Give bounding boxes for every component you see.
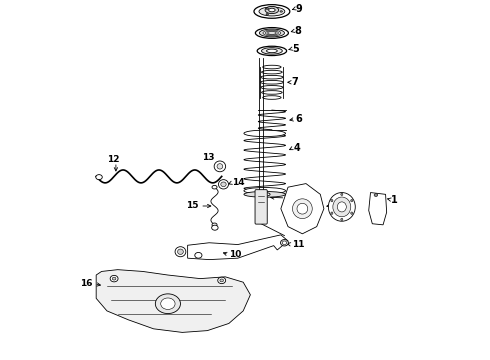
Ellipse shape [244, 130, 286, 136]
Ellipse shape [328, 193, 355, 221]
Ellipse shape [333, 197, 351, 217]
Ellipse shape [221, 182, 226, 186]
Ellipse shape [96, 175, 102, 180]
Ellipse shape [374, 194, 378, 197]
Ellipse shape [262, 48, 282, 54]
Ellipse shape [219, 180, 228, 189]
Ellipse shape [351, 212, 353, 215]
Ellipse shape [266, 8, 269, 9]
Ellipse shape [175, 247, 186, 257]
Ellipse shape [261, 86, 283, 89]
Ellipse shape [351, 199, 353, 202]
Ellipse shape [269, 8, 275, 12]
Ellipse shape [261, 75, 283, 79]
Text: 9: 9 [295, 4, 302, 14]
Ellipse shape [112, 277, 116, 280]
Ellipse shape [266, 14, 269, 15]
Ellipse shape [267, 49, 277, 53]
Text: 13: 13 [202, 153, 215, 162]
Text: 2: 2 [333, 200, 340, 210]
Ellipse shape [177, 249, 183, 255]
Text: 6: 6 [295, 114, 302, 124]
Ellipse shape [262, 91, 282, 94]
Text: 5: 5 [292, 190, 298, 200]
Text: 11: 11 [292, 240, 304, 249]
Ellipse shape [265, 6, 279, 14]
Ellipse shape [214, 161, 225, 172]
Ellipse shape [212, 225, 218, 230]
Ellipse shape [244, 188, 286, 194]
Ellipse shape [341, 193, 343, 195]
Text: 15: 15 [186, 202, 198, 211]
Ellipse shape [297, 203, 308, 214]
Text: 3: 3 [286, 193, 292, 203]
Ellipse shape [161, 298, 175, 310]
Ellipse shape [337, 202, 346, 212]
Text: 16: 16 [80, 279, 93, 288]
Ellipse shape [259, 193, 270, 196]
Ellipse shape [282, 241, 287, 244]
Polygon shape [188, 235, 288, 260]
Polygon shape [368, 193, 387, 225]
Ellipse shape [331, 199, 333, 202]
Text: 7: 7 [292, 77, 298, 87]
Ellipse shape [212, 223, 217, 226]
Text: 4: 4 [294, 143, 300, 153]
Ellipse shape [257, 46, 287, 55]
Ellipse shape [263, 65, 281, 69]
Ellipse shape [110, 275, 118, 282]
Ellipse shape [259, 7, 285, 16]
Ellipse shape [293, 199, 312, 219]
Ellipse shape [217, 164, 223, 169]
Ellipse shape [259, 29, 285, 37]
Text: 14: 14 [232, 178, 245, 187]
Ellipse shape [254, 5, 290, 18]
Polygon shape [96, 270, 250, 332]
Ellipse shape [262, 70, 282, 74]
Polygon shape [281, 184, 324, 234]
Ellipse shape [220, 279, 223, 282]
Ellipse shape [280, 239, 289, 246]
FancyBboxPatch shape [255, 190, 267, 224]
Ellipse shape [260, 81, 283, 84]
Text: 10: 10 [229, 250, 241, 259]
Ellipse shape [155, 294, 180, 314]
Ellipse shape [341, 218, 343, 221]
Text: 12: 12 [107, 155, 120, 164]
Ellipse shape [263, 96, 281, 99]
Ellipse shape [244, 192, 286, 197]
Ellipse shape [195, 252, 202, 258]
Ellipse shape [255, 28, 289, 39]
Ellipse shape [212, 185, 217, 189]
Text: 8: 8 [294, 26, 301, 36]
Text: 1: 1 [392, 195, 398, 205]
Text: 5: 5 [292, 44, 299, 54]
Ellipse shape [280, 11, 282, 12]
Ellipse shape [331, 212, 333, 215]
Ellipse shape [218, 277, 225, 284]
